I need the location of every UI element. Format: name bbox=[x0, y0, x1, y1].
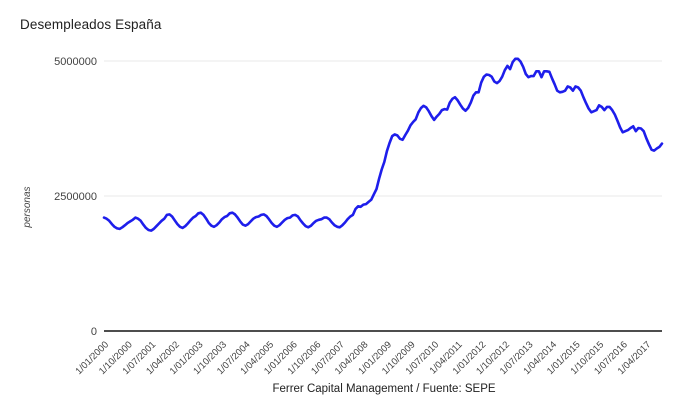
y-axis-label: personas bbox=[22, 186, 33, 228]
y-tick-label: 0 bbox=[91, 326, 97, 338]
y-tick-label: 5000000 bbox=[54, 56, 97, 68]
y-tick-label: 2500000 bbox=[54, 191, 97, 203]
chart-title: Desempleados España bbox=[20, 17, 162, 32]
data-line-desempleados bbox=[102, 57, 664, 232]
chart-source-caption: Ferrer Capital Management / Fuente: SEPE bbox=[272, 383, 496, 395]
